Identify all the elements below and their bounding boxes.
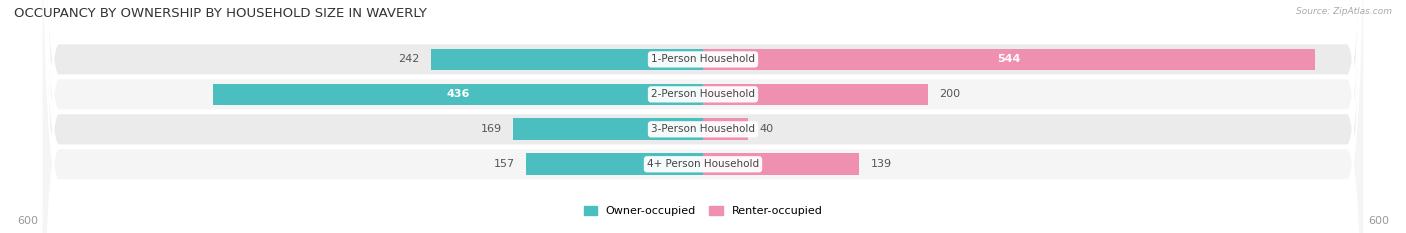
Bar xyxy=(703,84,928,105)
Text: 40: 40 xyxy=(759,124,773,134)
Text: 200: 200 xyxy=(939,89,960,99)
Text: 169: 169 xyxy=(481,124,502,134)
Text: 1-Person Household: 1-Person Household xyxy=(651,55,755,64)
Text: 2-Person Household: 2-Person Household xyxy=(651,89,755,99)
Text: OCCUPANCY BY OWNERSHIP BY HOUSEHOLD SIZE IN WAVERLY: OCCUPANCY BY OWNERSHIP BY HOUSEHOLD SIZE… xyxy=(14,7,427,20)
Text: 600: 600 xyxy=(1368,216,1389,226)
Text: 544: 544 xyxy=(997,55,1021,64)
Text: 139: 139 xyxy=(870,159,891,169)
FancyBboxPatch shape xyxy=(42,0,1364,233)
Bar xyxy=(703,49,1315,70)
Bar xyxy=(430,49,703,70)
Text: Source: ZipAtlas.com: Source: ZipAtlas.com xyxy=(1296,7,1392,16)
FancyBboxPatch shape xyxy=(42,0,1364,233)
Legend: Owner-occupied, Renter-occupied: Owner-occupied, Renter-occupied xyxy=(579,202,827,221)
Text: 600: 600 xyxy=(17,216,38,226)
Bar xyxy=(703,118,748,140)
Text: 4+ Person Household: 4+ Person Household xyxy=(647,159,759,169)
FancyBboxPatch shape xyxy=(42,0,1364,233)
Bar xyxy=(526,154,703,175)
Bar xyxy=(703,154,859,175)
Bar xyxy=(212,84,703,105)
Text: 157: 157 xyxy=(494,159,515,169)
FancyBboxPatch shape xyxy=(42,0,1364,233)
Bar xyxy=(513,118,703,140)
Text: 3-Person Household: 3-Person Household xyxy=(651,124,755,134)
Text: 436: 436 xyxy=(446,89,470,99)
Text: 242: 242 xyxy=(398,55,419,64)
